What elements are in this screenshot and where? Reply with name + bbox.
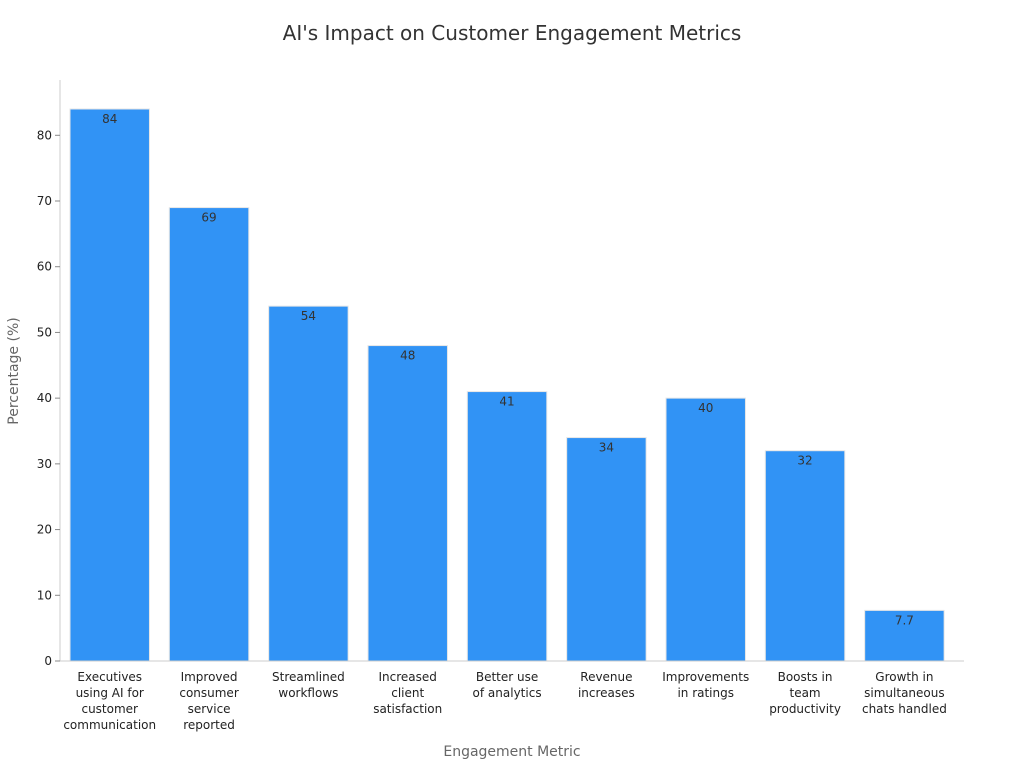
y-tick-label: 40 — [37, 391, 52, 405]
y-ticks-group: 0 10 20 30 40 50 60 70 80 — [37, 128, 60, 668]
bar-value-label: 69 — [201, 211, 216, 225]
y-tick-label: 60 — [37, 260, 52, 274]
bar-value-label: 7.7 — [895, 613, 914, 627]
bar — [367, 345, 448, 662]
bar-value-label: 84 — [102, 112, 117, 126]
x-axis-title: Engagement Metric — [443, 744, 580, 760]
bar-value-label: 40 — [698, 401, 713, 415]
bar-value-label: 32 — [797, 454, 812, 468]
y-tick-label: 30 — [37, 457, 52, 471]
bar-value-label: 41 — [499, 395, 514, 409]
x-tick-label: Improved consumer service reported — [179, 670, 238, 732]
x-tick-label: Executives using AI for customer communicat… — [63, 670, 156, 732]
x-labels-group: Executives using AI for customer communicat… — [63, 670, 946, 732]
x-tick-label: Growth in simultaneous chats handled — [862, 670, 947, 716]
x-tick-label: Boosts in team productivity — [769, 670, 841, 716]
bar-value-label: 48 — [400, 349, 415, 363]
bar — [268, 305, 349, 662]
y-axis-title: Percentage (%) — [6, 317, 22, 424]
bar — [566, 437, 647, 662]
y-tick-label: 50 — [37, 325, 52, 339]
y-tick-label: 20 — [37, 523, 52, 537]
data-labels-group: 84 69 54 48 41 34 40 32 7.7 — [102, 112, 914, 627]
bars-group — [69, 108, 945, 662]
bar — [168, 207, 250, 662]
bar — [665, 397, 746, 662]
bar — [764, 450, 846, 662]
x-tick-label: Revenue increases — [578, 670, 635, 700]
bar — [864, 609, 945, 662]
bar-value-label: 54 — [301, 309, 316, 323]
x-tick-label: Increased client satisfaction — [373, 670, 442, 716]
bar — [69, 108, 150, 662]
y-tick-label: 10 — [37, 588, 52, 602]
chart-title: AI's Impact on Customer Engagement Metri… — [283, 21, 742, 45]
y-tick-label: 70 — [37, 194, 52, 208]
y-tick-label: 80 — [37, 128, 52, 142]
bar-value-label: 34 — [599, 441, 614, 455]
x-tick-label: Better use of analytics — [473, 670, 542, 700]
x-tick-label: Streamlined workflows — [272, 670, 345, 700]
x-tick-label: Improvements in ratings — [662, 670, 749, 700]
y-tick-label: 0 — [44, 654, 52, 668]
bar — [466, 391, 548, 662]
